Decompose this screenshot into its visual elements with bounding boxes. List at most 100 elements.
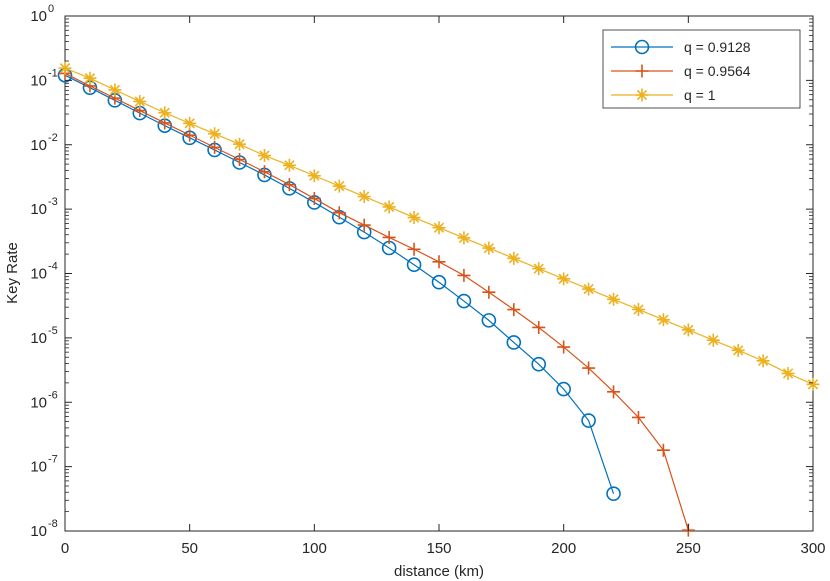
y-tick-label: 10 [30,72,47,89]
data-point [806,377,820,391]
y-tick-base: 10 [30,266,47,283]
legend: q = 0.9128 q = 0.9564 q = 1 [602,29,801,109]
y-tick-base: 10 [30,72,47,89]
y-axis-label: Key Rate [4,242,21,304]
data-point [158,106,172,120]
data-point [233,153,247,167]
y-tick-label: 10 [30,201,47,218]
y-tick-base: 10 [30,394,47,411]
data-point [332,206,346,220]
data-point [582,282,596,296]
y-tick-base: 10 [30,8,47,25]
data-point [357,218,371,232]
data-point [631,410,645,424]
data-point [332,179,346,193]
y-tick-base: 10 [30,201,47,218]
data-point [481,313,497,328]
x-tick-label: 250 [676,540,701,557]
series-line [64,72,689,531]
data-point [432,221,446,235]
legend-marker [635,64,649,78]
data-point [781,366,795,380]
data-point [756,354,770,368]
data-point [307,169,321,183]
y-tick-label: 10 [30,330,47,347]
data-point [532,320,546,334]
data-point [582,361,596,375]
data-point [431,274,447,290]
data-point [532,262,546,276]
data-point [482,241,496,255]
x-tick-label: 300 [800,540,825,557]
x-tick-label: 150 [426,540,451,557]
legend-marker [634,39,650,55]
data-point [557,340,571,354]
series-2 [58,66,695,537]
x-axis-label: distance (km) [394,563,484,580]
y-tick-base: 10 [30,330,47,347]
data-point [456,293,472,309]
data-point [457,268,471,282]
data-point [681,323,695,337]
data-point [282,178,296,192]
data-point [606,486,621,501]
data-point [457,231,471,245]
legend-item: q = 1 [611,87,716,103]
data-point [507,251,521,265]
legend-item: q = 0.9564 [611,63,751,79]
data-point [731,343,745,357]
y-tick-exponent: -7 [48,454,58,466]
data-point [183,128,197,142]
data-point [83,71,97,85]
y-tick-exponent: -1 [48,67,58,79]
y-tick-exponent: 0 [48,3,54,15]
data-point [607,292,621,306]
data-point [556,381,571,397]
data-point [406,257,422,272]
data-point [407,242,421,256]
series-layer [57,61,820,537]
y-tick-label: 10 [30,394,47,411]
y-tick-label: 10 [30,459,47,476]
x-axis: 0 50 100 150 200 250 300 [61,16,826,557]
data-point [607,385,621,399]
legend-label: q = 1 [684,87,716,103]
legend-label: q = 0.9128 [684,39,751,55]
series-3 [58,61,820,391]
data-point [357,190,371,204]
data-point [233,137,247,151]
data-point [531,356,547,372]
x-tick-label: 0 [61,540,69,557]
data-point [507,303,521,317]
y-tick-exponent: -3 [48,196,58,208]
data-point [382,230,396,244]
data-point [208,140,222,154]
data-point [581,413,596,428]
data-point [257,149,271,163]
data-point [656,313,670,327]
x-tick-label: 100 [302,540,327,557]
legend-label: q = 0.9564 [684,63,751,79]
data-point [482,285,496,299]
data-point [557,272,571,286]
y-tick-exponent: -4 [48,261,58,273]
y-tick-base: 10 [30,523,47,540]
data-point [706,333,720,347]
y-tick-exponent: -5 [48,325,58,337]
data-point [307,192,321,206]
data-point [133,94,147,108]
data-point [108,83,122,97]
y-tick-label: 10 [30,137,47,154]
x-tick-label: 200 [551,540,576,557]
y-tick-exponent: -6 [48,389,58,401]
data-point [656,443,670,457]
legend-item: q = 0.9128 [611,39,751,55]
data-point [58,61,72,75]
data-point [407,211,421,225]
data-point [183,116,197,130]
legend-marker [635,88,649,102]
y-tick-label: 10 [30,266,47,283]
y-tick-base: 10 [30,137,47,154]
